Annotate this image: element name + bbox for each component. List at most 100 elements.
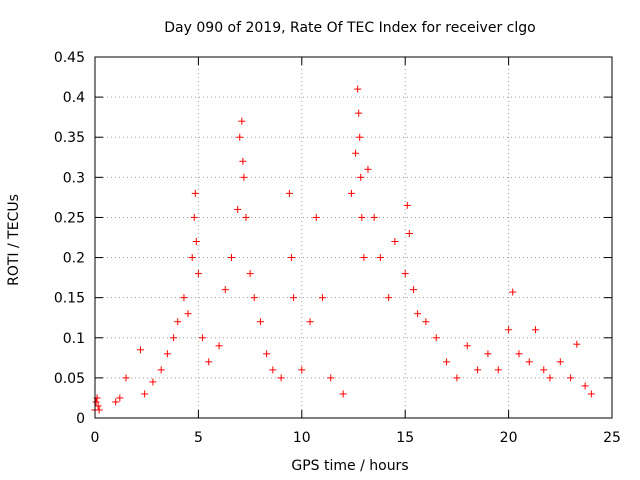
data-point (405, 229, 413, 237)
x-tick-label: 25 (603, 430, 621, 446)
data-point (409, 286, 417, 294)
data-point (531, 326, 539, 334)
x-tick-label: 15 (396, 430, 414, 446)
data-point (242, 213, 250, 221)
data-points (91, 85, 595, 414)
data-point (269, 366, 277, 374)
data-point (376, 254, 384, 262)
y-tick-label: 0.1 (63, 331, 85, 347)
data-point (581, 382, 589, 390)
data-point (356, 133, 364, 141)
data-point (163, 350, 171, 358)
tick-labels: 0 5 10 15 20 25 0 0.05 0.1 0.15 0.2 0.25 0.3 0.35 0.4 0… (54, 50, 621, 446)
data-point (357, 173, 365, 181)
data-point (180, 294, 188, 302)
y-tick-label: 0.45 (54, 50, 85, 66)
data-point (573, 340, 581, 348)
data-point (443, 358, 451, 366)
y-tick-label: 0.25 (54, 210, 85, 226)
data-point (290, 294, 298, 302)
y-tick-label: 0.2 (63, 251, 85, 267)
data-point (474, 366, 482, 374)
data-point (221, 286, 229, 294)
data-point (385, 294, 393, 302)
data-point (494, 366, 502, 374)
data-point (238, 117, 246, 125)
data-point (227, 254, 235, 262)
data-point (205, 358, 213, 366)
data-point (432, 334, 440, 342)
data-point (94, 402, 102, 410)
data-point (525, 358, 533, 366)
data-point (277, 374, 285, 382)
data-point (239, 157, 247, 165)
y-tick-label: 0 (76, 411, 85, 427)
data-point (215, 342, 223, 350)
data-point (453, 374, 461, 382)
x-tick-label: 0 (91, 430, 100, 446)
data-point (556, 358, 564, 366)
data-point (95, 406, 103, 414)
data-point (403, 201, 411, 209)
data-point (414, 310, 422, 318)
x-tick-label: 5 (194, 430, 203, 446)
data-point (364, 165, 372, 173)
data-point (360, 254, 368, 262)
data-point (191, 189, 199, 197)
data-point (250, 294, 258, 302)
data-point (515, 350, 523, 358)
data-point (355, 109, 363, 117)
x-tick-label: 20 (500, 430, 518, 446)
data-point (256, 318, 264, 326)
data-point (370, 213, 378, 221)
x-axis-label: GPS time / hours (291, 458, 408, 474)
y-tick-label: 0.3 (63, 170, 85, 186)
data-point (391, 238, 399, 246)
data-point (312, 213, 320, 221)
data-point (318, 294, 326, 302)
data-point (401, 270, 409, 278)
y-tick-label: 0.15 (54, 291, 85, 307)
data-point (194, 270, 202, 278)
data-point (287, 254, 295, 262)
data-point (422, 318, 430, 326)
data-point (234, 205, 242, 213)
data-point (546, 374, 554, 382)
data-point (327, 374, 335, 382)
data-point (190, 213, 198, 221)
data-point (263, 350, 271, 358)
data-point (157, 366, 165, 374)
data-point (170, 334, 178, 342)
data-point (540, 366, 548, 374)
data-point (112, 398, 120, 406)
chart-title: Day 090 of 2019, Rate Of TEC Index for r… (164, 20, 535, 36)
data-point (92, 398, 100, 406)
data-point (199, 334, 207, 342)
plot-area-frame (94, 56, 613, 419)
data-point (188, 254, 196, 262)
data-point (240, 173, 248, 181)
y-tick-label: 0.05 (54, 371, 85, 387)
data-point (505, 326, 513, 334)
data-point (567, 374, 575, 382)
data-point (587, 390, 595, 398)
x-tick-label: 10 (293, 430, 311, 446)
data-point (358, 213, 366, 221)
data-point (285, 189, 293, 197)
data-point (352, 149, 360, 157)
data-point (116, 394, 124, 402)
data-point (174, 318, 182, 326)
grid (95, 57, 612, 418)
data-point (149, 378, 157, 386)
data-point (509, 288, 517, 296)
data-point (184, 310, 192, 318)
data-point (192, 238, 200, 246)
axis-ticks (94, 56, 613, 419)
data-point (298, 366, 306, 374)
data-point (136, 346, 144, 354)
data-point (339, 390, 347, 398)
y-axis-label: ROTI / TECUs (6, 194, 22, 286)
data-point (122, 374, 130, 382)
data-point (246, 270, 254, 278)
